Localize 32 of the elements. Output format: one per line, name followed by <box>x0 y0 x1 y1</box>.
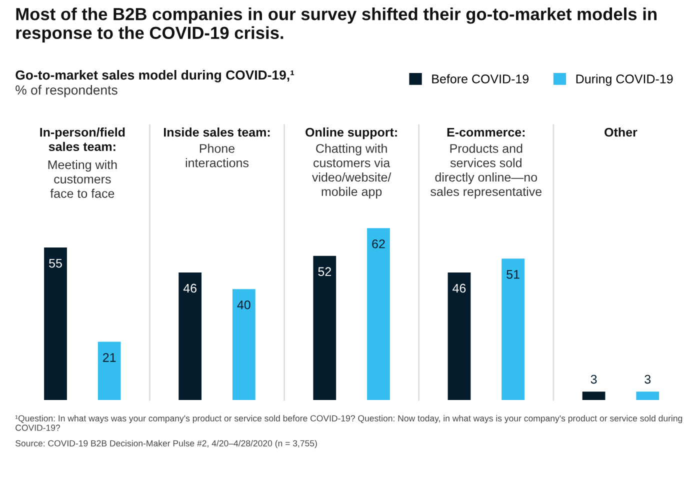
x-tick-label: Inside sales team: Phone interactions <box>164 128 270 168</box>
bar <box>313 256 336 400</box>
legend-label: Before COVID-19 <box>432 74 529 84</box>
bar <box>44 248 67 400</box>
legend-label: During COVID-19 <box>576 74 673 86</box>
x-tick-label: Online support: Chatting with customers via video/website/ mobile app <box>306 128 397 199</box>
bar <box>178 272 202 400</box>
data-label: 3 <box>644 374 651 384</box>
data-label: 46 <box>452 284 466 293</box>
data-label: 55 <box>49 258 62 268</box>
bar <box>367 228 390 400</box>
data-label: 40 <box>237 300 250 310</box>
data-label: 62 <box>372 239 385 248</box>
data-label: 52 <box>318 267 331 276</box>
bar <box>502 258 524 400</box>
chart-title: Most of the B2B companies in our survey shifted their go-to-market models in response to the COVID-19 crisis. <box>16 8 657 42</box>
bar <box>448 272 471 400</box>
text: % of respondents <box>16 85 118 98</box>
text: ¹Question: In what ways was your company's product or service sold before COVID-19? Question: Now today, in what ways is your company's product or service sold during COVID-19? <box>15 415 682 431</box>
data-label: 21 <box>103 353 116 362</box>
chart-subtitle: Go-to-market sales model during COVID-19,¹ <box>16 70 294 82</box>
bar <box>582 392 606 400</box>
bar <box>98 342 121 400</box>
data-label: 3 <box>590 374 597 384</box>
bar <box>636 392 660 400</box>
data-label: 51 <box>506 270 520 279</box>
x-tick-label: In-person/field sales team: Meeting with customers face to face <box>40 128 125 198</box>
x-tick-label: Other <box>604 128 638 137</box>
bar <box>232 289 256 400</box>
source-note: Source: COVID-19 B2B Decision-Maker Pulse #2, 4/20–4/28/2020 (n = 3,755) <box>16 440 317 448</box>
data-label: 46 <box>183 284 196 293</box>
x-tick-label: E-commerce: Products and services sold directly online—no sales representative <box>430 128 542 199</box>
